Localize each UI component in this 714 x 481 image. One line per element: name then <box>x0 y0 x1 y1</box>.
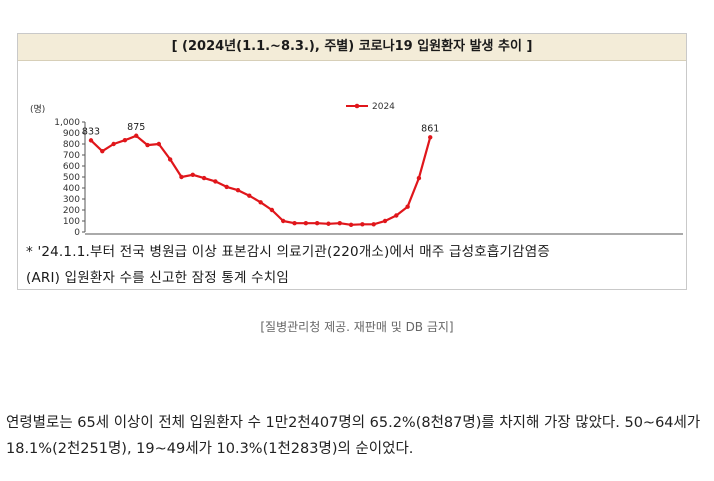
data-point <box>247 193 252 198</box>
footnote-line-2: (ARI) 입원환자 수를 신고한 잠정 통계 수치임 <box>26 270 289 286</box>
data-point <box>281 218 286 224</box>
y-tick-label: 700 <box>63 151 80 161</box>
image-caption: [질병관리청 제공. 재판매 및 DB 금지] <box>260 320 454 334</box>
data-point <box>190 172 195 177</box>
footnote-line-1: * '24.1.1.부터 전국 병원급 이상 표본감시 의료기관(220개소)에… <box>26 244 550 260</box>
data-point <box>405 204 410 209</box>
data-point <box>122 137 128 143</box>
data-point <box>314 221 320 226</box>
data-point <box>326 221 331 226</box>
data-point <box>348 222 354 228</box>
y-tick-label: 500 <box>63 173 80 183</box>
y-tick-label: 400 <box>63 184 80 194</box>
data-label: 833 <box>82 126 100 137</box>
series-line-2024 <box>90 134 432 226</box>
data-point <box>213 179 218 184</box>
chart-footnote: * '24.1.1.부터 전국 병원급 이상 표본감시 의료기관(220개소)에… <box>26 239 681 291</box>
data-point <box>371 222 376 227</box>
line-chart: (명)01002003004005006007008009001,0001357… <box>30 102 683 238</box>
y-tick-label: 800 <box>63 140 80 150</box>
article-paragraph: 연령별로는 65세 이상이 전체 입원환자 수 1만2천407명의 65.2%(… <box>6 415 701 457</box>
y-tick-label: 300 <box>63 195 80 205</box>
data-point <box>224 184 229 190</box>
data-point <box>145 142 150 148</box>
y-tick-label: 200 <box>63 206 80 216</box>
legend-label: 2024 <box>372 102 395 112</box>
y-axis-unit: (명) <box>30 104 45 115</box>
y-tick-label: 600 <box>63 162 80 172</box>
y-tick-label: 100 <box>63 217 80 227</box>
data-point <box>201 175 207 181</box>
data-point <box>156 141 162 147</box>
data-point <box>382 218 388 224</box>
y-tick-label: 900 <box>63 129 80 139</box>
data-point <box>235 188 241 193</box>
data-point <box>428 135 433 140</box>
data-point <box>292 221 297 226</box>
chart-title: [ (2024년(1.1.~8.3.), 주별) 코로나19 입원환자 발생 추… <box>18 34 686 61</box>
data-point <box>179 174 184 180</box>
data-point <box>258 200 263 205</box>
data-point <box>303 221 309 226</box>
data-point <box>111 141 116 147</box>
data-point <box>416 175 422 181</box>
legend-marker <box>354 103 360 109</box>
chart-figure: [ (2024년(1.1.~8.3.), 주별) 코로나19 입원환자 발생 추… <box>17 33 687 290</box>
data-point <box>88 138 94 143</box>
data-point <box>100 148 105 154</box>
y-tick-label: 0 <box>74 228 80 238</box>
data-point <box>337 221 342 226</box>
data-point <box>269 207 275 213</box>
data-label: 875 <box>127 122 145 133</box>
data-point <box>360 222 365 227</box>
data-point <box>167 157 173 162</box>
data-label: 861 <box>421 123 439 134</box>
data-point <box>134 133 139 138</box>
data-point <box>394 213 399 218</box>
y-tick-label: 1,000 <box>54 118 80 128</box>
